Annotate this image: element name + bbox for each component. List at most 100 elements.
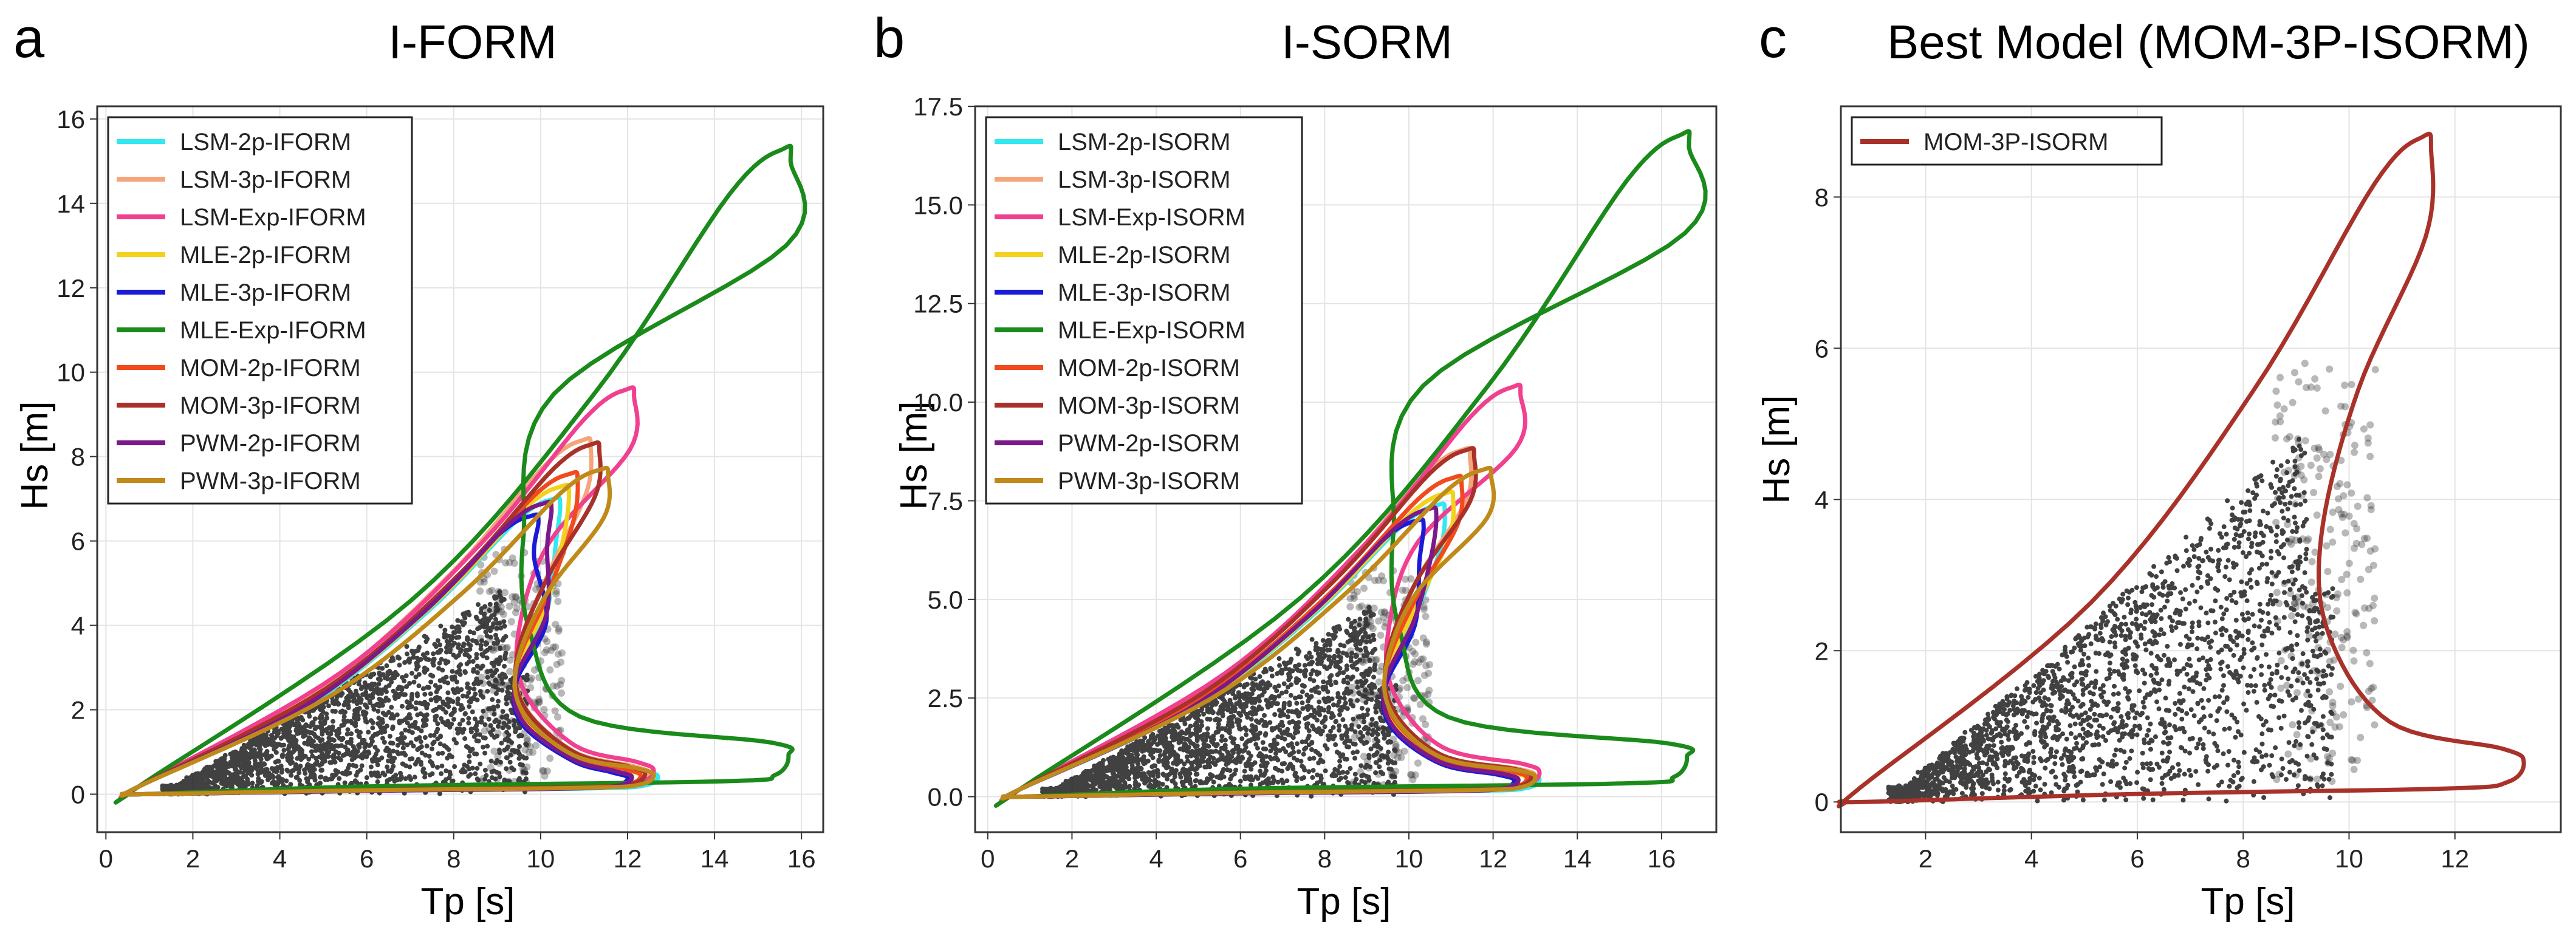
observation-point: [1360, 584, 1368, 592]
x-tick-label: 16: [787, 844, 816, 873]
observation-point: [2325, 754, 2333, 762]
observation-point: [2333, 482, 2341, 490]
observation-point: [2320, 450, 2328, 458]
observation-point: [554, 598, 562, 606]
observation-point: [2365, 566, 2372, 573]
observation-point: [510, 598, 518, 606]
observation-point: [1371, 657, 1379, 665]
observation-point: [2298, 491, 2306, 499]
observation-point: [2349, 756, 2357, 764]
observation-point: [1351, 719, 1359, 727]
x-tick-label: 2: [186, 844, 200, 873]
observation-point: [2348, 698, 2355, 706]
contour-MOM-3P-ISORM: [1837, 131, 2526, 808]
observation-point: [2345, 559, 2353, 567]
observation-point: [1381, 726, 1389, 734]
observation-point: [2292, 463, 2300, 471]
observation-point: [498, 713, 506, 721]
observation-point: [2286, 538, 2293, 546]
observation-point: [1372, 655, 1380, 663]
observation-point: [1368, 721, 1375, 729]
observation-point: [502, 730, 510, 738]
observation-point: [2329, 699, 2337, 706]
observation-point: [2353, 525, 2361, 533]
plot-frame: [974, 105, 1718, 833]
observation-point: [2331, 723, 2339, 731]
observation-point: [1353, 621, 1361, 629]
observation-point: [498, 619, 506, 627]
observation-point: [489, 709, 497, 717]
observation-point: [1346, 603, 1354, 610]
observation-point: [484, 606, 492, 614]
observation-point: [492, 679, 500, 687]
observation-point: [2288, 577, 2296, 585]
observation-point: [2272, 572, 2280, 579]
observation-point: [2295, 439, 2303, 446]
observation-point: [481, 711, 489, 719]
observation-point: [2335, 495, 2343, 503]
observation-point: [492, 608, 500, 616]
y-tick-label: 4: [1815, 485, 1829, 514]
observation-point: [490, 567, 498, 575]
observation-point: [2315, 633, 2323, 641]
observation-point: [2272, 418, 2280, 426]
observation-point: [478, 621, 486, 629]
observation-point: [2295, 743, 2303, 751]
x-tick-label: 10: [527, 844, 555, 873]
observation-point: [2363, 535, 2371, 542]
observation-point: [2291, 500, 2299, 508]
observation-point: [2371, 545, 2379, 553]
observation-point: [1378, 572, 1386, 580]
observation-point: [2281, 646, 2289, 654]
observation-point: [543, 646, 550, 654]
x-tick-label: 8: [1318, 844, 1332, 873]
observation-point: [540, 706, 548, 714]
observation-point: [497, 603, 505, 611]
observation-point: [2304, 535, 2312, 543]
observation-point: [490, 747, 498, 755]
observation-point: [2323, 542, 2331, 550]
observation-point: [552, 643, 560, 651]
observation-point: [2357, 575, 2365, 583]
x-tick-label: 10: [2335, 844, 2363, 873]
observation-point: [540, 767, 547, 775]
observation-point: [489, 646, 497, 654]
observation-point: [478, 673, 485, 681]
y-tick-label: 12: [57, 274, 85, 302]
legend-label: PWM-3p-ISORM: [1058, 468, 1240, 494]
y-tick-label: 10: [57, 358, 85, 387]
observation-point: [506, 739, 514, 747]
observation-point: [1357, 768, 1365, 776]
observation-point: [496, 678, 504, 686]
observation-point: [2277, 685, 2285, 692]
observation-point: [2348, 756, 2355, 764]
x-tick-label: 14: [701, 844, 729, 873]
observation-point: [476, 664, 484, 672]
observation-point: [2348, 489, 2355, 497]
legend-label: MLE-3p-ISORM: [1058, 279, 1231, 306]
observation-point: [2314, 443, 2322, 451]
observation-point: [2289, 398, 2297, 406]
legend-label: MLE-2p-IFORM: [180, 242, 351, 268]
observation-point: [2324, 604, 2332, 612]
observation-point: [2271, 434, 2279, 442]
observation-point: [509, 593, 516, 601]
observation-point: [2286, 590, 2294, 598]
observation-point: [2337, 682, 2345, 690]
x-tick-label: 0: [99, 844, 113, 873]
observation-point: [506, 668, 514, 675]
observation-point: [2311, 548, 2319, 556]
observation-point: [2354, 695, 2362, 703]
observation-point: [526, 743, 534, 751]
panel-b-ylabel: Hs [m]: [893, 401, 935, 510]
observation-point: [1425, 669, 1433, 677]
observation-point: [1348, 683, 1355, 691]
observation-point: [2303, 383, 2311, 391]
observation-point: [2363, 649, 2371, 657]
observation-point: [1395, 748, 1403, 756]
observation-point: [2341, 403, 2349, 411]
observation-point: [2332, 713, 2340, 721]
observation-point: [555, 625, 563, 633]
observation-point: [2350, 544, 2358, 552]
observation-point: [2323, 456, 2331, 463]
